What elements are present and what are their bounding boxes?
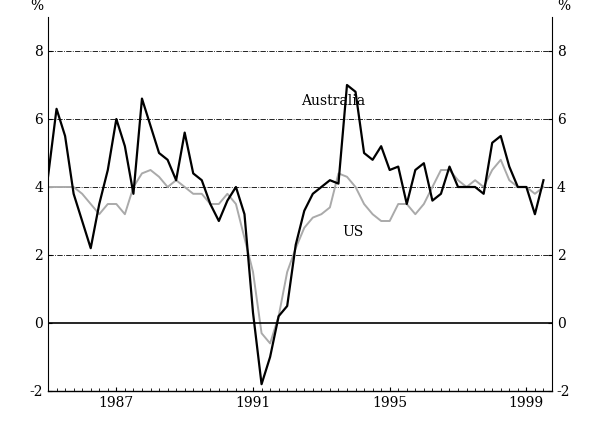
Text: US: US (342, 225, 363, 239)
Text: %: % (30, 0, 43, 13)
Text: Australia: Australia (301, 94, 365, 108)
Text: %: % (557, 0, 570, 13)
